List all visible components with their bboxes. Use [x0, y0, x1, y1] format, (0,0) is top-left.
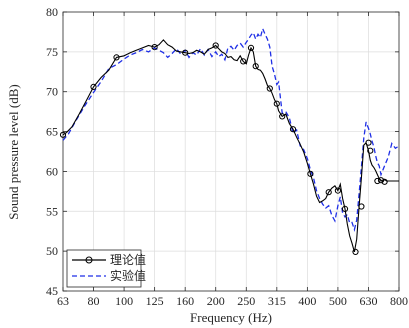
- grid: [63, 12, 399, 291]
- theory-marker: [334, 187, 341, 194]
- legend-box: [66, 249, 142, 288]
- x-tick-label: 200: [207, 294, 225, 308]
- y-tick-label: 70: [46, 85, 58, 99]
- y-tick-label: 50: [46, 244, 58, 258]
- theory-marker: [377, 177, 385, 184]
- y-tick-label: 65: [46, 125, 58, 139]
- theory-marker: [252, 63, 259, 70]
- x-tick-label: 630: [359, 294, 377, 308]
- y-tick-label: 80: [46, 5, 58, 19]
- y-tick-label: 55: [46, 204, 58, 218]
- x-axis-title: Frequency (Hz): [190, 310, 272, 325]
- theory-marker: [212, 42, 219, 49]
- theory-marker: [381, 178, 388, 185]
- theory-marker: [374, 177, 381, 185]
- x-tick-label: 160: [176, 294, 194, 308]
- x-tick-label: 80: [88, 294, 100, 308]
- theory-marker: [289, 126, 297, 133]
- x-tick-label: 500: [329, 294, 347, 308]
- theory-marker: [307, 170, 314, 177]
- legend-theory-label: 理论值: [110, 252, 146, 267]
- series-theory-line: [62, 39, 399, 253]
- x-tick-label: 400: [298, 294, 316, 308]
- series-layer: [59, 26, 400, 255]
- x-tick-label: 100: [115, 294, 133, 308]
- series-experiment-line: [62, 26, 400, 232]
- legend: 理论值 实验值: [66, 249, 146, 288]
- legend-experiment-label: 实验值: [110, 268, 146, 283]
- y-tick-label: 75: [46, 45, 58, 59]
- theory-marker: [90, 83, 97, 91]
- theory-marker: [341, 205, 349, 212]
- axis-ticks: 63 80 100 125 160 200 250 315 400 500 630 800 45 50 55…: [46, 5, 408, 308]
- theory-marker: [151, 44, 158, 51]
- y-tick-label: 60: [46, 164, 58, 178]
- theory-marker: [352, 248, 359, 255]
- x-tick-label: 125: [146, 294, 164, 308]
- theory-marker: [365, 139, 372, 146]
- theory-marker: [367, 147, 374, 154]
- x-tick-label: 63: [57, 294, 69, 308]
- theory-marker: [113, 54, 120, 61]
- y-axis-title: Sound pressure level (dB): [6, 84, 21, 219]
- y-tick-label: 45: [46, 284, 58, 298]
- x-tick-label: 315: [268, 294, 286, 308]
- x-tick-label: 250: [237, 294, 255, 308]
- x-tick-label: 800: [390, 294, 408, 308]
- theory-marker: [247, 44, 255, 52]
- legend-theory-marker: [85, 256, 93, 264]
- plot-frame: [62, 11, 400, 292]
- theory-marker: [325, 189, 332, 196]
- theory-marker: [273, 100, 280, 107]
- theory-marker: [182, 49, 189, 56]
- theory-marker: [266, 85, 273, 92]
- theory-marker: [240, 58, 247, 65]
- theory-marker: [59, 131, 67, 138]
- theory-marker: [358, 203, 365, 210]
- theory-marker: [279, 113, 286, 120]
